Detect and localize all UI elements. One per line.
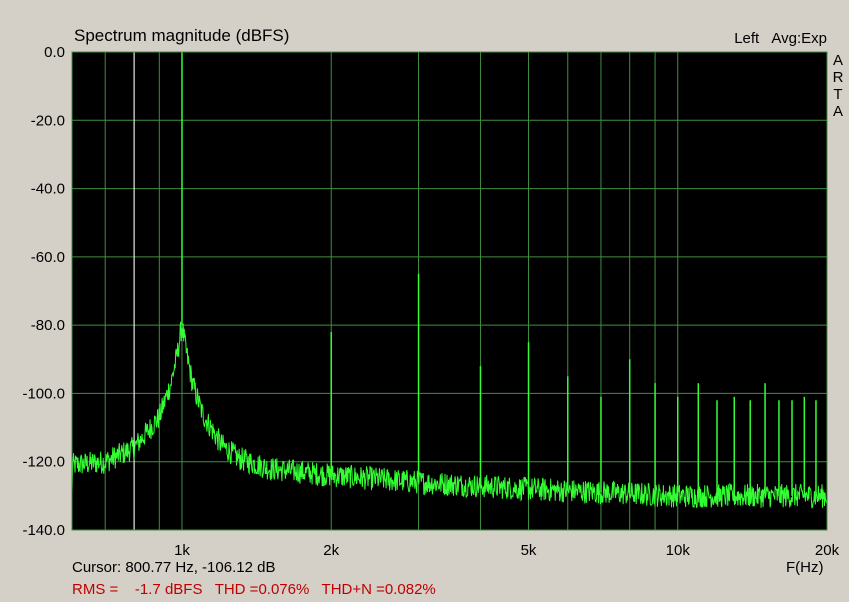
x-tick-label: 2k	[323, 542, 339, 559]
distortion-stats: RMS = -1.7 dBFS THD =0.076% THD+N =0.082…	[72, 581, 436, 598]
y-tick-label: -120.0	[22, 454, 65, 471]
y-tick-label: -60.0	[31, 249, 65, 266]
plot-border	[71, 51, 828, 531]
y-tick-label: -40.0	[31, 181, 65, 198]
y-tick-label: -140.0	[22, 522, 65, 539]
y-tick-label: 0.0	[44, 44, 65, 61]
x-tick-label: 5k	[521, 542, 537, 559]
y-tick-label: -20.0	[31, 112, 65, 129]
chart-title: Spectrum magnitude (dBFS)	[74, 26, 290, 45]
x-axis-label: F(Hz)	[786, 559, 824, 576]
x-tick-label: 20k	[815, 542, 840, 559]
averaging-label: Avg:Exp	[771, 30, 827, 47]
noise-floor-trace	[71, 321, 828, 509]
plot-area	[72, 52, 827, 530]
x-tick-label: 1k	[174, 542, 190, 559]
cursor-readout: Cursor: 800.77 Hz, -106.12 dB	[72, 559, 276, 576]
y-tick-label: -80.0	[31, 317, 65, 334]
y-tick-label: -100.0	[22, 385, 65, 402]
channel-label: Left	[734, 30, 760, 47]
chart-header-info: Left Avg:Exp	[726, 30, 827, 47]
x-tick-label: 10k	[666, 542, 691, 559]
